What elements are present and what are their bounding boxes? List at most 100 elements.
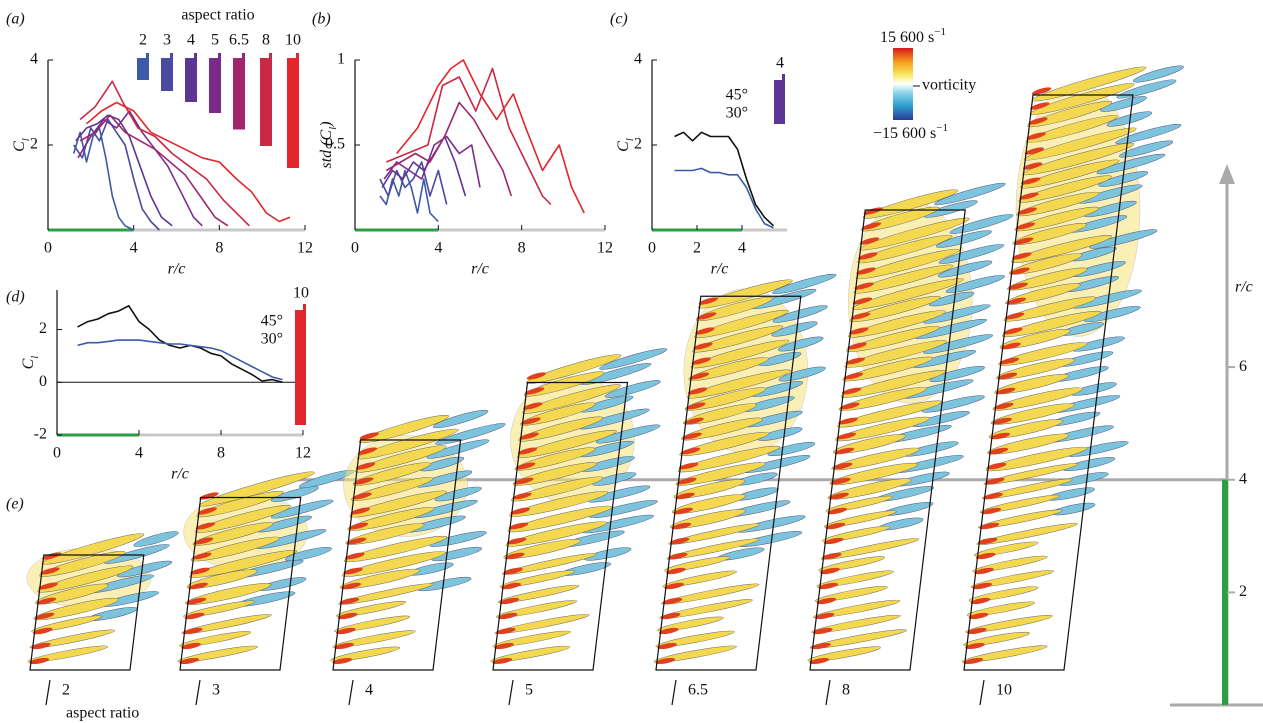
vortex-core [335, 627, 356, 635]
positive-vortex [351, 477, 434, 501]
vortex-core [1006, 297, 1027, 305]
wing-root [671, 679, 677, 706]
aspect-ratio-label: 2 [62, 682, 70, 699]
vortex-core [997, 372, 1018, 380]
vortex-core [831, 477, 851, 485]
wing-root [825, 679, 831, 706]
positive-vortex [998, 342, 1088, 366]
positive-vortex [677, 445, 781, 473]
vortex-core [841, 387, 862, 395]
vortex-core [811, 642, 831, 650]
positive-vortex [653, 645, 737, 663]
vortex-core [859, 237, 880, 245]
vortex-core [838, 417, 858, 425]
positive-vortex [848, 310, 946, 338]
wing-stub [782, 74, 785, 81]
positive-vortex [192, 522, 274, 546]
vortex-core [339, 597, 360, 605]
x-tick-label: 4 [130, 240, 138, 257]
vortex-core [832, 462, 853, 470]
positive-vortex [690, 339, 790, 369]
positive-vortex [849, 296, 941, 322]
vortex-core [847, 342, 867, 350]
positive-vortex [838, 387, 927, 411]
positive-vortex [853, 264, 954, 294]
legend-wing [137, 58, 149, 80]
positive-vortex [349, 490, 447, 518]
vortex-core [667, 552, 688, 560]
positive-vortex [1027, 100, 1113, 128]
positive-vortex [342, 551, 446, 577]
vortex-core [524, 387, 545, 395]
x-tick-label: 8 [215, 240, 223, 257]
vortex-core [505, 552, 525, 560]
vortex-core [197, 507, 217, 515]
vortex-core [816, 597, 837, 605]
positive-vortex [490, 645, 571, 663]
vortex-core [515, 462, 536, 470]
x-axis-label: r/c [471, 261, 489, 278]
y-tick-label: 0.5 [325, 136, 345, 153]
vortex-core [994, 402, 1014, 410]
vortex-core [689, 372, 710, 380]
vortex-core [820, 567, 840, 575]
vortex-core [1008, 282, 1028, 290]
wing-frame [963, 94, 1134, 671]
line [385, 67, 552, 206]
positive-vortex [666, 538, 760, 560]
vortex-core [1031, 87, 1052, 95]
negative-vortex [284, 546, 332, 562]
vortex-core [1013, 237, 1034, 245]
wing-root [195, 679, 201, 706]
vortex-core [526, 372, 547, 380]
vortex-core [1019, 192, 1039, 200]
vortex-core [660, 612, 681, 620]
positive-vortex [855, 248, 960, 280]
vortex-core [1026, 132, 1046, 140]
positive-vortex [516, 429, 617, 459]
vorticity-field [961, 65, 1184, 665]
panel-label: (d) [6, 289, 25, 306]
positive-vortex [27, 645, 109, 663]
positive-vortex [857, 234, 953, 264]
positive-vortex [1020, 159, 1120, 189]
colorbar-min-sup: −1 [936, 122, 948, 134]
negative-vortex [1116, 79, 1177, 99]
vortex-core [687, 387, 708, 395]
y-tick-label: 4 [634, 51, 642, 68]
positive-vortex [961, 645, 1048, 663]
vortex-core [1003, 327, 1023, 335]
legend-wing-stub [269, 53, 272, 59]
line [77, 339, 283, 381]
vorticity-field [490, 348, 668, 665]
positive-vortex [990, 403, 1075, 425]
legend-title: aspect ratio [181, 7, 254, 24]
x-tick-label: 8 [217, 445, 225, 462]
legend-label: 30° [261, 331, 283, 348]
positive-vortex [981, 478, 1073, 500]
vortex-core [31, 642, 51, 650]
negative-vortex [934, 182, 1006, 206]
wing-frame [655, 295, 802, 671]
vortex-core [658, 627, 679, 635]
vortex-core [1004, 312, 1025, 320]
panel-label: (b) [312, 11, 331, 28]
positive-vortex [355, 445, 447, 473]
vortex-core [814, 612, 835, 620]
colorbar-max: 15 600 s−1 [880, 26, 946, 46]
vortex-core [1012, 252, 1032, 260]
positive-vortex [668, 523, 761, 545]
legend-label: 10 [285, 32, 301, 49]
vortex-core [968, 612, 989, 620]
vortex-core [852, 297, 873, 305]
vortex-core [829, 492, 849, 500]
vortex-core [512, 492, 532, 500]
vortex-core [675, 492, 695, 500]
wing-root [508, 679, 514, 706]
positive-vortex [835, 416, 930, 442]
vortex-core [655, 657, 676, 665]
positive-vortex [965, 615, 1053, 633]
panel-label: (a) [6, 11, 25, 28]
y-tick-label: 2 [30, 136, 38, 153]
legend-wing-stub [194, 53, 197, 59]
